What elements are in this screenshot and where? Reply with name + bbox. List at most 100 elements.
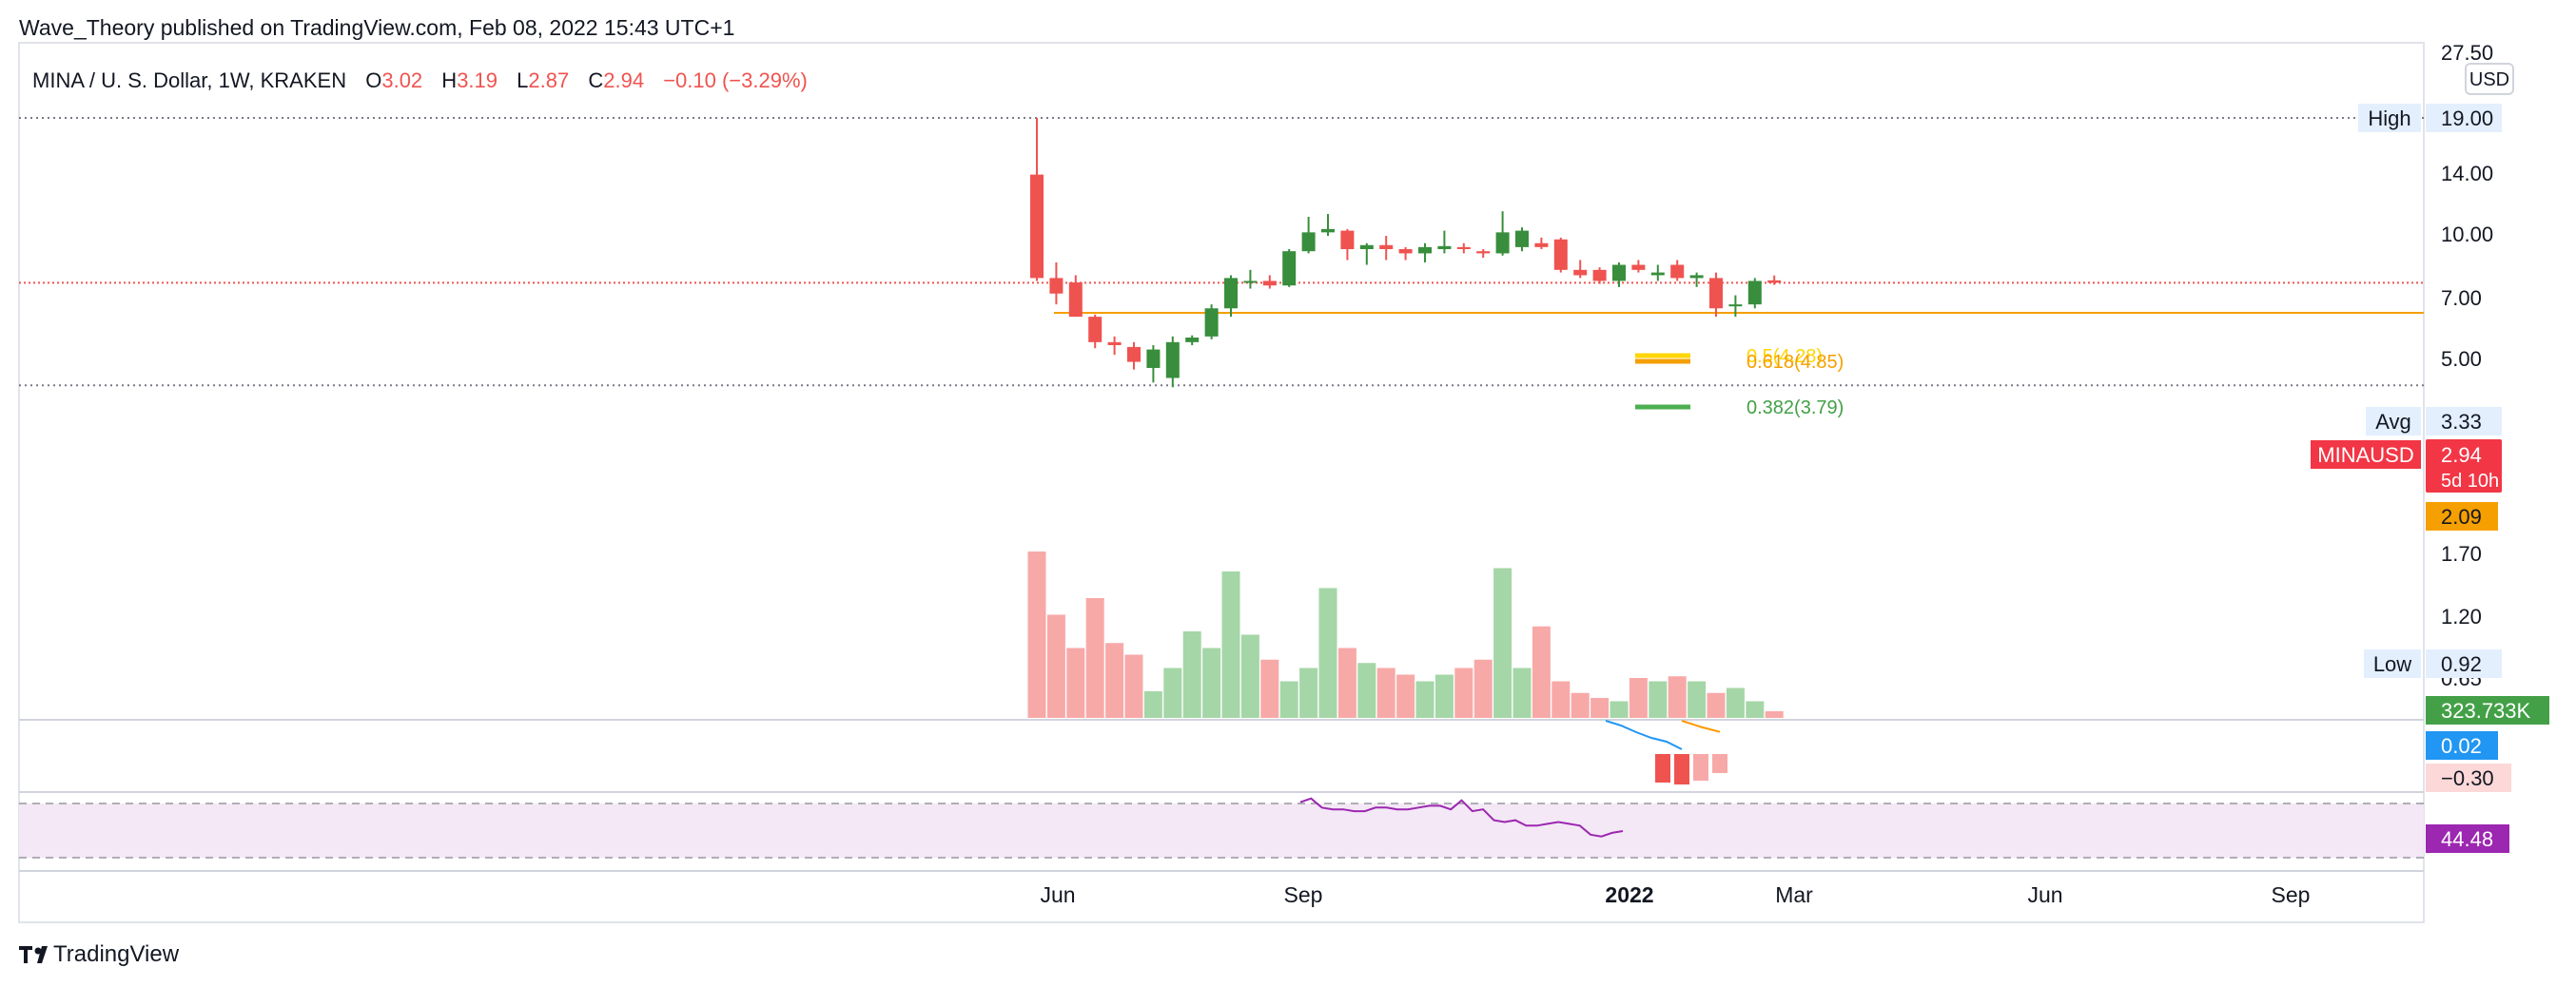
candle <box>1146 344 1161 383</box>
candle-body <box>1573 269 1588 276</box>
candle-body <box>1204 308 1219 337</box>
volume-value-label: 323.733K <box>2441 699 2531 723</box>
volume-bar <box>1512 668 1532 718</box>
candle <box>1709 272 1723 318</box>
candle <box>1767 275 1782 285</box>
time-axis-tick: 2022 <box>1605 882 1653 907</box>
candle-body <box>1515 230 1529 247</box>
high-tag: High <box>2368 106 2410 130</box>
candle-body <box>1030 174 1044 279</box>
volume-bar <box>1143 691 1162 718</box>
tradingview-logo[interactable]: TradingView <box>19 941 180 967</box>
volume-bar <box>1688 681 1707 718</box>
rsi-value-label-bg <box>2426 824 2509 853</box>
support-value-label-bg <box>2426 502 2498 531</box>
candle-body <box>1049 278 1064 294</box>
volume-bar <box>1434 674 1454 718</box>
price-axis-tick: 7.00 <box>2441 286 2482 310</box>
candle-body <box>1418 246 1432 254</box>
fib-level-label: 0.5(4.28) <box>1747 346 1823 367</box>
brand-name: TradingView <box>53 941 180 967</box>
volume-bar <box>1105 643 1124 718</box>
candle <box>1127 341 1141 370</box>
price-axis-tick: 10.00 <box>2441 223 2493 246</box>
candle-body <box>1146 349 1161 368</box>
candle <box>1398 246 1413 261</box>
candle-body <box>1127 346 1141 362</box>
publisher-text: Wave_Theory published on TradingView.com… <box>19 15 734 40</box>
candle-body <box>1088 317 1103 342</box>
ohlc-close-label: C <box>588 68 603 92</box>
macd-value-label: 0.02 <box>2441 734 2482 758</box>
candle-body <box>1553 239 1568 270</box>
candle <box>1359 242 1374 265</box>
candle <box>1030 118 1044 281</box>
ohlc-low-value: 2.87 <box>528 68 569 92</box>
candle-body <box>1107 341 1122 345</box>
symbol-tag: MINAUSD <box>2317 443 2413 467</box>
high-value-label-bg <box>2426 104 2502 132</box>
candle <box>1534 237 1549 250</box>
volume-bar <box>1066 648 1085 718</box>
candle-body <box>1224 278 1238 309</box>
avg-tag-bg <box>2366 407 2421 435</box>
candle-body <box>1612 264 1626 281</box>
volume-bar <box>1357 663 1376 718</box>
candle-body <box>1359 244 1374 250</box>
volume-bar <box>1124 654 1143 718</box>
macd-value-label-bg <box>2426 731 2498 760</box>
volume-bar <box>1221 571 1240 718</box>
volume-bar <box>1610 701 1629 718</box>
candle <box>1631 260 1646 273</box>
support-value-label: 2.09 <box>2441 505 2482 529</box>
macd-signal-line <box>1681 720 1721 733</box>
ohlc-open-value: 3.02 <box>381 68 422 92</box>
symbol-legend: MINA / U. S. Dollar, 1W, KRAKEN O3.02 H3… <box>32 68 808 92</box>
candle <box>1204 304 1219 339</box>
candle-body <box>1437 245 1452 250</box>
low-tag: Low <box>2373 652 2411 676</box>
candle <box>1282 249 1297 287</box>
time-axis-tick: Jun <box>1040 882 1075 907</box>
price-axis-tick: 5.00 <box>2441 347 2482 371</box>
volume-bar <box>1726 687 1745 718</box>
volume-bar <box>1765 711 1784 718</box>
volume-bar <box>1396 674 1415 718</box>
high-value-label: 19.00 <box>2441 106 2493 130</box>
last-price-bg <box>2426 439 2502 493</box>
volume-bar <box>1279 681 1298 718</box>
candle <box>1068 275 1083 318</box>
candle-body <box>1476 251 1491 254</box>
candle-body <box>1650 272 1665 276</box>
high-tag-bg <box>2358 104 2421 132</box>
last-price-value: 2.94 <box>2441 443 2482 467</box>
candle-body <box>1747 281 1762 305</box>
price-axis-tick: 14.00 <box>2441 162 2493 185</box>
candle-body <box>1243 281 1258 283</box>
price-axis-tick: 1.70 <box>2441 542 2482 566</box>
candle <box>1321 214 1335 236</box>
ohlc-close-value: 2.94 <box>603 68 644 92</box>
candle <box>1612 261 1626 287</box>
macd-hist-label-bg <box>2426 764 2511 792</box>
candle-body <box>1262 281 1277 286</box>
time-axis-tick: Sep <box>2272 882 2311 907</box>
candle-body <box>1670 264 1685 279</box>
currency-button[interactable]: USD <box>2465 63 2514 95</box>
candle <box>1340 228 1355 261</box>
volume-bar <box>1493 568 1512 718</box>
candle <box>1185 335 1200 345</box>
volume-bar <box>1649 681 1668 718</box>
candle <box>1650 264 1665 281</box>
candle-body <box>1340 230 1355 250</box>
candle-body <box>1398 249 1413 254</box>
time-axis-tick: Mar <box>1775 882 1813 907</box>
volume-bar <box>1376 668 1395 718</box>
macd-histogram-bar <box>1712 754 1727 773</box>
time-axis-tick: Jun <box>2027 882 2062 907</box>
candle <box>1689 272 1704 287</box>
candle <box>1515 227 1529 252</box>
volume-bar <box>1415 681 1434 718</box>
volume-bar <box>1163 668 1182 718</box>
